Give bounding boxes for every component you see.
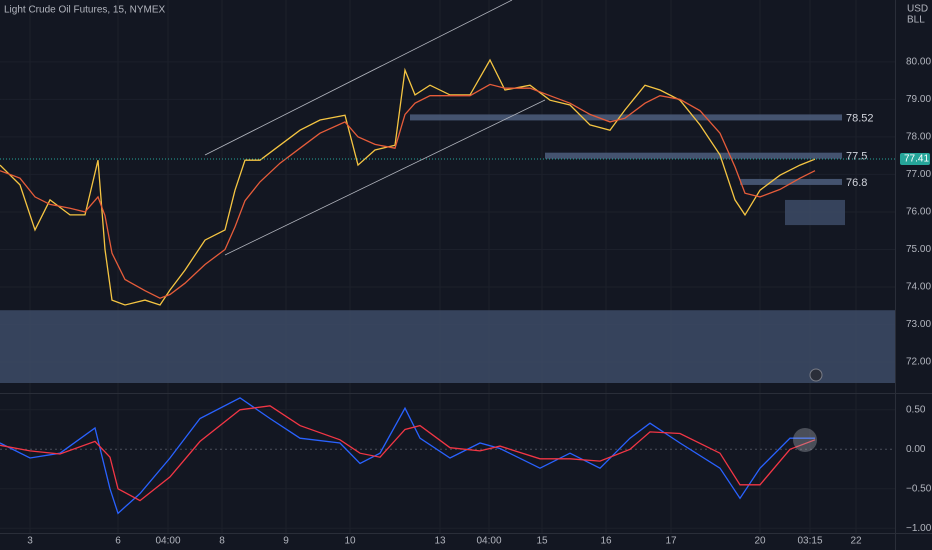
- y-tick-label: 0.50: [906, 404, 926, 415]
- highlight-marker: [793, 428, 817, 452]
- x-tick-label: 03:15: [797, 536, 822, 547]
- x-tick-label: 04:00: [476, 536, 501, 547]
- unit-label: BLL: [907, 15, 925, 26]
- y-tick-label: 74.00: [906, 282, 931, 293]
- x-tick-label: 04:00: [155, 536, 180, 547]
- level-label: 76.8: [846, 177, 867, 189]
- y-tick-label: 80.00: [906, 57, 931, 68]
- x-tick-label: 20: [754, 536, 766, 547]
- x-tick-label: 15: [536, 536, 548, 547]
- y-tick-label: 72.00: [906, 357, 931, 368]
- x-tick-label: 22: [850, 536, 862, 547]
- y-tick-label: −0.50: [906, 483, 932, 494]
- last-price-label: 77.41: [904, 154, 929, 165]
- symbol-title: Light Crude Oil Futures, 15, NYMEX: [4, 5, 166, 16]
- price-zone: [0, 310, 895, 383]
- level-band: [545, 152, 842, 159]
- x-tick-label: 3: [27, 536, 33, 547]
- x-tick-label: 17: [665, 536, 677, 547]
- y-tick-label: 0.00: [906, 444, 926, 455]
- level-label: 78.52: [846, 112, 874, 124]
- series-line: [0, 83, 816, 299]
- y-tick-label: −1.00: [906, 523, 932, 534]
- y-tick-label: 78.00: [906, 132, 931, 143]
- price-zone: [785, 199, 845, 226]
- channel-line: [224, 99, 546, 256]
- series-line: [0, 405, 816, 502]
- level-band: [740, 178, 842, 185]
- x-tick-label: 8: [219, 536, 225, 547]
- x-tick-label: 10: [344, 536, 356, 547]
- alert-icon[interactable]: [809, 368, 823, 382]
- currency-label: USD: [907, 4, 928, 15]
- x-tick-label: 6: [115, 536, 121, 547]
- x-tick-label: 13: [434, 536, 446, 547]
- series-line: [0, 397, 815, 515]
- y-tick-label: 75.00: [906, 244, 931, 255]
- channel-line: [204, 0, 513, 156]
- last-price-badge: [900, 153, 930, 166]
- y-tick-label: 76.00: [906, 207, 931, 218]
- y-tick-label: 73.00: [906, 319, 931, 330]
- y-tick-label: 77.00: [906, 169, 931, 180]
- level-label: 77.5: [846, 151, 867, 163]
- x-tick-label: 9: [283, 536, 289, 547]
- y-tick-label: 79.00: [906, 94, 931, 105]
- x-tick-label: 16: [600, 536, 612, 547]
